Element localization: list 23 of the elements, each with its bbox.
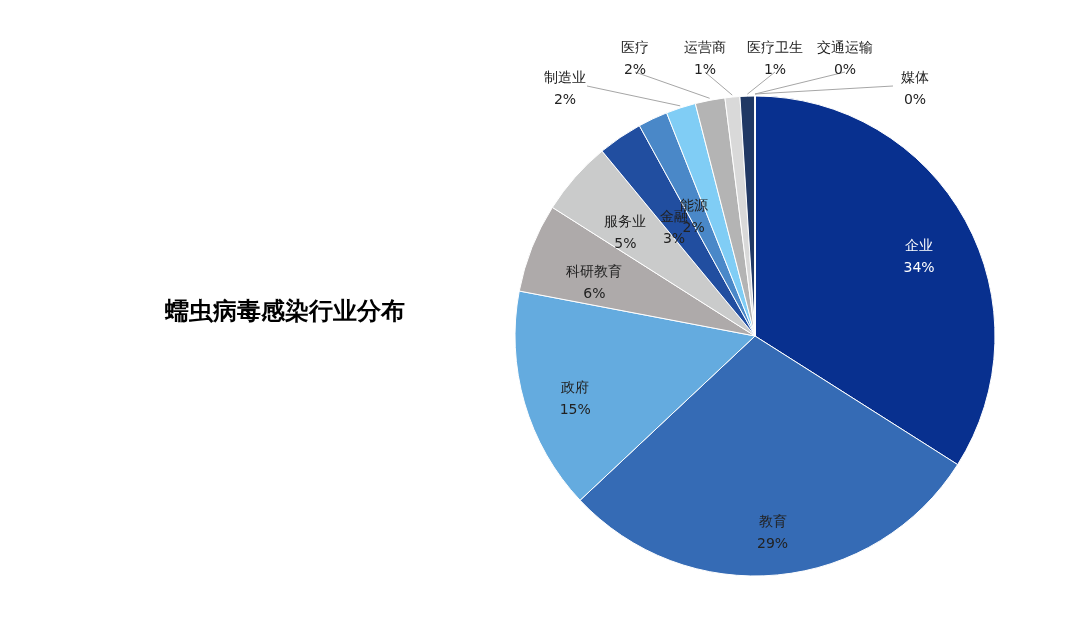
data-label: 1% [763, 61, 787, 77]
data-label: 2% [623, 61, 647, 77]
slice-label: 服务业 [604, 212, 647, 229]
slice-label: 政府 [561, 379, 590, 396]
slice-label: 科研教育 [566, 263, 623, 280]
category-label: 媒体 [901, 69, 929, 85]
slice-label: 教育 [758, 513, 787, 530]
text: 0% [833, 61, 857, 77]
data-label: 29% [757, 535, 789, 552]
data-label: 6% [583, 285, 606, 302]
category-label: 交通运输 [817, 39, 873, 55]
slice-label: 制造业 [544, 69, 586, 85]
slice-label: 运营商 [684, 39, 726, 55]
data-label: 2% [553, 91, 577, 107]
slice-label: 医疗 [621, 39, 649, 55]
slice-label: 企业 [905, 236, 934, 253]
data-label: 15% [559, 401, 591, 418]
data-label: 1% [693, 61, 717, 77]
text: 蠕虫病毒感染行业分布 [164, 297, 405, 325]
data-label: 34% [903, 258, 935, 275]
data-label: 5% [614, 234, 637, 251]
slice-label: 医疗卫生 [747, 39, 803, 55]
text: 0% [903, 91, 927, 107]
